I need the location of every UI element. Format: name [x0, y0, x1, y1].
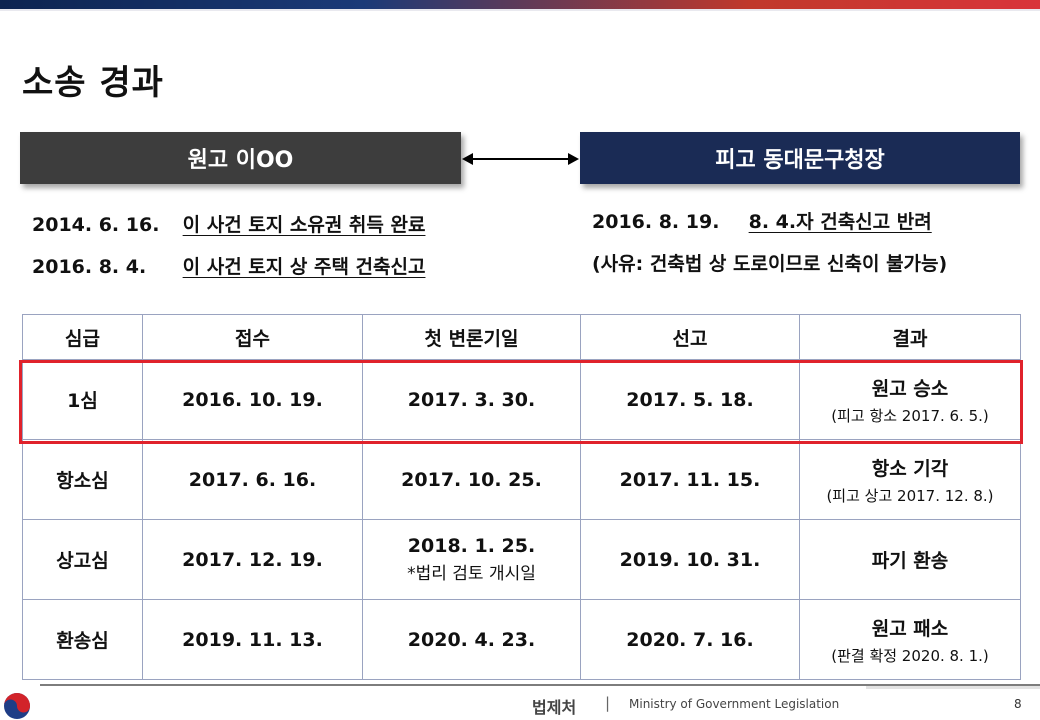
plaintiff-box: 원고 이OO	[20, 132, 461, 184]
header-filed: 접수	[142, 314, 363, 360]
top-accent-bar	[0, 0, 1040, 9]
footer-separator: |	[605, 694, 611, 712]
fact-text: 8. 4.자 건축신고 반려	[748, 211, 932, 233]
header-level: 심급	[22, 314, 143, 360]
cell-ruling: 2019. 10. 31.	[580, 519, 800, 600]
fact-date: 2014. 6. 16.	[32, 214, 160, 236]
footer-org-english: Ministry of Government Legislation	[629, 697, 840, 711]
double-arrow-icon	[462, 153, 579, 165]
cell-first-hearing: 2017. 3. 30.	[362, 359, 581, 440]
defendant-reason: (사유: 건축법 상 도로이므로 신축이 불가능)	[592, 253, 948, 275]
cell-level: 1심	[22, 359, 143, 440]
table-row: 항소심 2017. 6. 16. 2017. 10. 25. 2017. 11.…	[22, 439, 1021, 520]
cell-first-hearing: 2017. 10. 25.	[362, 439, 581, 520]
result-note: (판결 확정 2020. 8. 1.)	[831, 646, 989, 665]
table-header-row: 심급 접수 첫 변론기일 선고 결과	[22, 314, 1021, 360]
footer-divider	[40, 684, 1040, 686]
footer-divider-accent	[866, 686, 1040, 689]
plaintiff-fact-2: 2016. 8. 4. 이 사건 토지 상 주택 건축신고	[32, 252, 425, 279]
cell-level: 항소심	[22, 439, 143, 520]
cell-ruling: 2020. 7. 16.	[580, 599, 800, 680]
defendant-fact: 2016. 8. 19. 8. 4.자 건축신고 반려	[592, 207, 932, 234]
cell-filed: 2017. 6. 16.	[142, 439, 363, 520]
cell-first-hearing: 2018. 1. 25. *법리 검토 개시일	[362, 519, 581, 600]
header-result: 결과	[799, 314, 1021, 360]
first-hearing-text: 2018. 1. 25.	[407, 535, 536, 557]
cell-ruling: 2017. 5. 18.	[580, 359, 800, 440]
fact-date: 2016. 8. 19.	[592, 211, 720, 233]
table-row: 환송심 2019. 11. 13. 2020. 4. 23. 2020. 7. …	[22, 599, 1021, 680]
cell-result: 파기 환송	[799, 519, 1021, 600]
cell-level: 환송심	[22, 599, 143, 680]
result-note: (피고 상고 2017. 12. 8.)	[826, 486, 994, 505]
header-first-hearing: 첫 변론기일	[362, 314, 581, 360]
result-text: 원고 패소	[871, 617, 949, 640]
cell-result: 항소 기각 (피고 상고 2017. 12. 8.)	[799, 439, 1021, 520]
taegeuk-logo-icon	[4, 693, 30, 719]
cell-filed: 2017. 12. 19.	[142, 519, 363, 600]
footer-org-korean: 법제처	[532, 698, 577, 717]
cell-ruling: 2017. 11. 15.	[580, 439, 800, 520]
result-text: 항소 기각	[871, 457, 949, 480]
litigation-table: 심급 접수 첫 변론기일 선고 결과 1심 2016. 10. 19. 2017…	[22, 314, 1021, 680]
page-number: 8	[1014, 697, 1022, 711]
fact-text: 이 사건 토지 상 주택 건축신고	[182, 256, 426, 278]
first-hearing-note: *법리 검토 개시일	[407, 564, 536, 584]
page-title: 소송 경과	[22, 63, 164, 103]
result-note: (피고 항소 2017. 6. 5.)	[831, 406, 989, 425]
fact-date: 2016. 8. 4.	[32, 256, 147, 278]
defendant-box: 피고 동대문구청장	[580, 132, 1020, 184]
cell-result: 원고 패소 (판결 확정 2020. 8. 1.)	[799, 599, 1021, 680]
cell-filed: 2019. 11. 13.	[142, 599, 363, 680]
cell-filed: 2016. 10. 19.	[142, 359, 363, 440]
top-divider	[0, 9, 1040, 11]
table-row: 1심 2016. 10. 19. 2017. 3. 30. 2017. 5. 1…	[22, 359, 1021, 440]
header-ruling: 선고	[580, 314, 800, 360]
cell-first-hearing: 2020. 4. 23.	[362, 599, 581, 680]
plaintiff-fact-1: 2014. 6. 16. 이 사건 토지 소유권 취득 완료	[32, 210, 425, 237]
fact-text: 이 사건 토지 소유권 취득 완료	[182, 214, 426, 236]
cell-level: 상고심	[22, 519, 143, 600]
cell-result: 원고 승소 (피고 항소 2017. 6. 5.)	[799, 359, 1021, 440]
table-row: 상고심 2017. 12. 19. 2018. 1. 25. *법리 검토 개시일…	[22, 519, 1021, 600]
result-text: 원고 승소	[871, 377, 949, 400]
